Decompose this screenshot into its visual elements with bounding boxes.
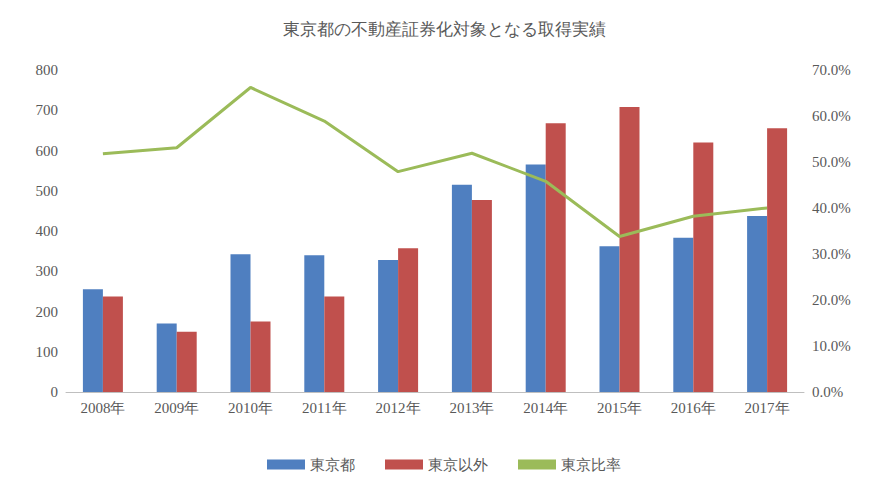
svg-text:2016年: 2016年 [671,400,716,416]
svg-text:2011年: 2011年 [302,400,346,416]
svg-text:500: 500 [36,183,59,199]
svg-text:400: 400 [36,223,59,239]
svg-text:2015年: 2015年 [597,400,642,416]
svg-text:10.0%: 10.0% [812,338,851,354]
svg-text:600: 600 [36,143,59,159]
svg-text:30.0%: 30.0% [812,246,851,262]
svg-text:東京都の不動産証券化対象となる取得実績: 東京都の不動産証券化対象となる取得実績 [283,20,606,39]
svg-text:東京以外: 東京以外 [428,457,488,473]
svg-text:2008年: 2008年 [80,400,125,416]
svg-text:50.0%: 50.0% [812,154,851,170]
svg-text:40.0%: 40.0% [812,200,851,216]
svg-text:300: 300 [36,263,59,279]
svg-text:200: 200 [36,304,59,320]
svg-text:700: 700 [36,102,59,118]
svg-text:2012年: 2012年 [376,400,421,416]
svg-text:2009年: 2009年 [154,400,199,416]
svg-text:0: 0 [51,384,59,400]
svg-text:20.0%: 20.0% [812,292,851,308]
svg-text:100: 100 [36,344,59,360]
svg-text:2013年: 2013年 [449,400,494,416]
svg-text:東京比率: 東京比率 [561,457,621,473]
svg-text:2014年: 2014年 [523,400,568,416]
svg-text:800: 800 [36,62,59,78]
svg-text:2017年: 2017年 [745,400,790,416]
svg-text:60.0%: 60.0% [812,108,851,124]
svg-text:70.0%: 70.0% [812,62,851,78]
svg-text:0.0%: 0.0% [812,384,843,400]
svg-text:東京都: 東京都 [310,457,355,473]
svg-text:2010年: 2010年 [228,400,273,416]
